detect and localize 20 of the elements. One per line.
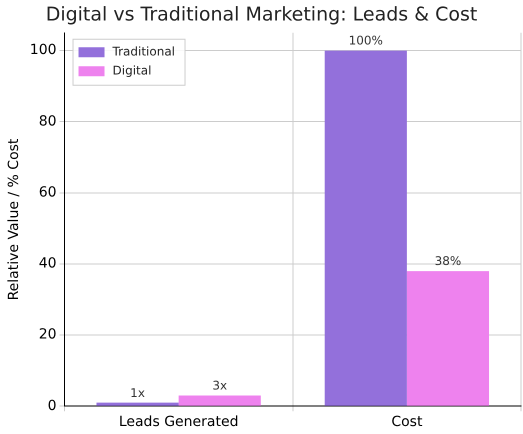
y-axis-title: Relative Value / % Cost (6, 138, 22, 300)
legend-label: Traditional (112, 44, 176, 58)
legend-label: Digital (112, 63, 152, 78)
data-label: 100% (348, 34, 383, 48)
data-label: 1x (130, 386, 145, 400)
y-tick-label: 20 (38, 326, 57, 343)
bar (96, 402, 179, 406)
data-label: 38% (434, 254, 462, 268)
y-tick-label: 0 (48, 398, 57, 414)
x-tick-label: Leads Generated (118, 414, 238, 430)
y-tick-label: 80 (38, 113, 57, 130)
bar (406, 271, 490, 406)
y-tick-label: 100 (30, 42, 57, 58)
data-label: 3x (212, 378, 228, 393)
bar (178, 396, 261, 406)
x-tick-label: Cost (391, 414, 423, 430)
bar (324, 50, 407, 406)
y-tick-label: 40 (38, 256, 57, 272)
y-tick-label: 60 (38, 184, 57, 200)
chart-title: Digital vs Traditional Marketing: Leads & Cost (46, 3, 478, 26)
